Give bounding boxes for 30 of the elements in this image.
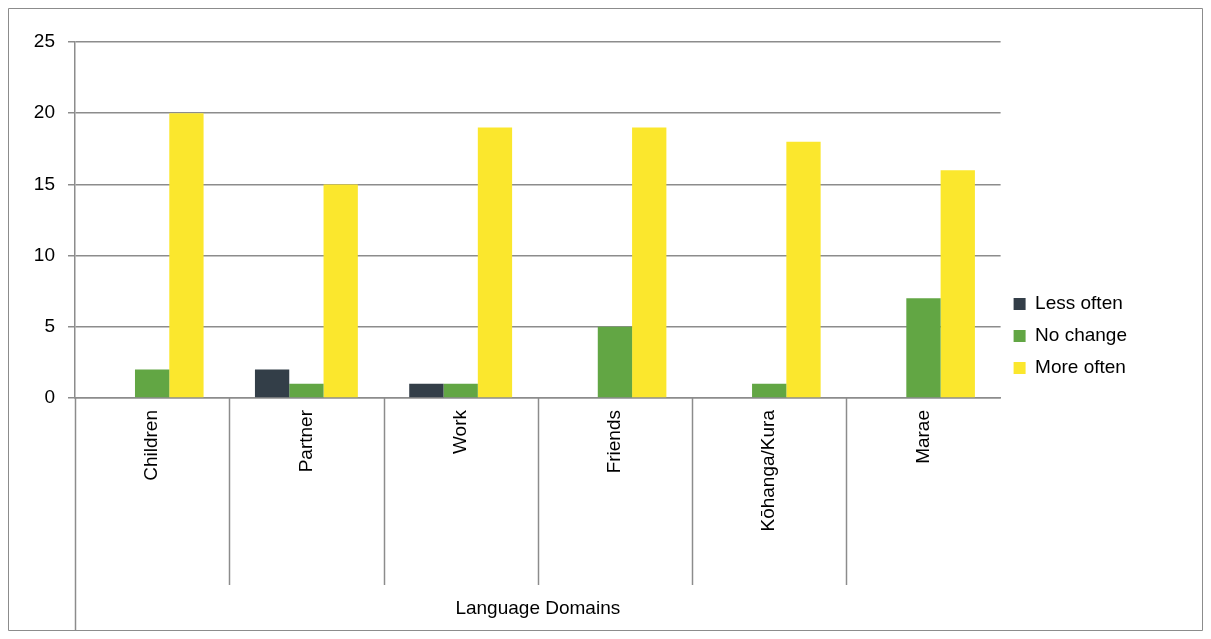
x-tick-label: Partner [294,409,316,473]
x-tick-label: Work [448,409,470,454]
bar [752,383,787,398]
bar [254,369,290,398]
y-tick-label: 25 [33,30,55,52]
x-tick-label: Marae [911,410,933,464]
bar [134,369,170,398]
y-tick-label: 5 [44,315,55,337]
bar [289,383,324,398]
legend-label: Less often [1035,292,1123,314]
bar [323,184,358,398]
bar [632,127,667,398]
bar [940,170,975,398]
bar [477,127,513,398]
bar [169,113,204,398]
y-tick-label: 0 [44,386,55,408]
y-tick-label: 15 [33,172,55,194]
bar [906,298,941,398]
x-axis-title: Language Domains [455,596,621,618]
legend-label: No change [1035,324,1127,346]
bar [786,141,821,398]
bar [597,326,633,398]
legend-label: More often [1035,356,1126,378]
bar [443,383,478,398]
x-tick-label: Friends [603,410,625,474]
x-tick-label: Children [140,410,162,481]
y-tick-label: 10 [33,243,55,265]
x-tick-label: Kōhanga/Kura [757,409,779,532]
bar [409,383,444,398]
y-tick-label: 20 [33,101,55,123]
